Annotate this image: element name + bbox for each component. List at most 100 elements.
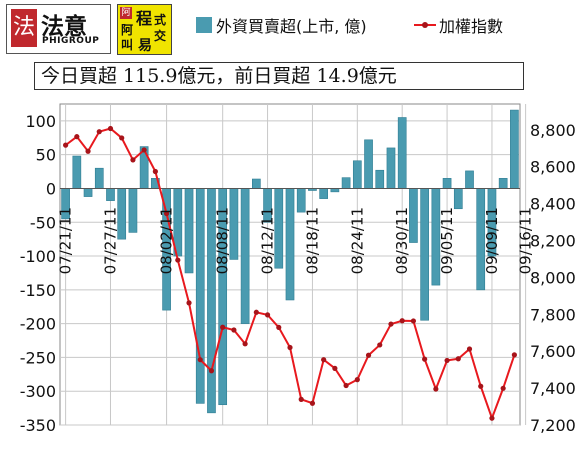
y2-axis-tick-label: 8,600 [530, 158, 576, 177]
bar [285, 188, 295, 301]
index-point [287, 344, 293, 351]
index-point [186, 300, 192, 306]
y-axis-tick-label: -350 [20, 416, 56, 435]
y-axis-tick-label: -100 [20, 247, 56, 266]
bar [341, 177, 351, 189]
bar [364, 139, 373, 189]
bar [72, 155, 82, 189]
y2-axis-tick-label: 8,800 [530, 121, 576, 140]
index-point [433, 386, 439, 392]
legend-label-bars: 外資買賣超(上市, 億) [216, 17, 367, 36]
y-axis-tick-label: -150 [20, 281, 56, 300]
index-point [152, 168, 158, 175]
y-axis-tick-label: 0 [46, 179, 56, 198]
index-point [511, 352, 517, 358]
y-axis-tick-label: -300 [20, 382, 56, 401]
bar [184, 188, 194, 274]
index-point [175, 257, 181, 263]
bar [498, 178, 508, 189]
y2-axis-tick-label: 7,600 [530, 342, 576, 361]
index-point [208, 368, 215, 374]
x-axis-tick-label: 07/27/11 [101, 207, 119, 274]
bar [397, 117, 407, 189]
bar [319, 188, 328, 199]
y-axis-tick-label: 50 [36, 146, 56, 165]
index-point [332, 365, 338, 371]
y2-axis-tick-label: 7,200 [530, 416, 576, 435]
index-point [141, 147, 147, 153]
brand-logo-subtext: PHIGROUP [42, 36, 100, 46]
x-axis-tick-label: 08/12/11 [259, 207, 277, 274]
index-point [298, 396, 304, 402]
legend-item-bars: 外資買賣超(上市, 億) [196, 13, 367, 37]
index-point [365, 352, 372, 358]
index-point [321, 357, 327, 363]
x-axis-tick-label: 09/05/11 [438, 207, 456, 274]
y2-axis-tick-label: 8,400 [530, 195, 576, 214]
legend-line-swatch [414, 17, 436, 33]
x-axis-tick-label: 07/21/11 [57, 207, 75, 274]
index-point [500, 385, 506, 391]
brand-logo-char: 交 [154, 29, 167, 43]
brand-logo-phigroup: 法 法意 PHIGROUP [6, 4, 111, 54]
legend-label-line: 加權指數 [439, 17, 504, 36]
bar [94, 167, 104, 189]
y2-axis-tick-label: 7,400 [530, 379, 576, 398]
index-point [276, 324, 282, 331]
index-point [388, 321, 394, 327]
index-point [377, 342, 383, 348]
bar [240, 188, 250, 324]
brand-logo-char: 易 [138, 38, 152, 54]
bar [420, 188, 429, 321]
brand-logo-char: 阿 [121, 23, 134, 37]
brand-logo-char: 叫 [121, 38, 134, 52]
x-axis-tick-label: 09/09/11 [483, 207, 501, 274]
index-point [231, 327, 237, 333]
brand-logo-char: 式 [154, 13, 167, 27]
legend-bar-swatch [196, 17, 212, 33]
index-point [466, 346, 473, 352]
index-point [422, 356, 428, 362]
bar [453, 188, 463, 210]
y-axis-tick-label: -50 [30, 213, 56, 232]
index-point [220, 324, 226, 330]
bar [252, 178, 261, 189]
index-point [309, 400, 316, 406]
index-point [399, 318, 405, 324]
y-axis-tick-label: -250 [20, 348, 56, 367]
y2-axis-tick-label: 8,200 [530, 232, 576, 251]
index-point [444, 357, 450, 364]
index-point [242, 341, 248, 347]
index-point [96, 129, 102, 135]
brand-logo-char: 程 [136, 9, 153, 28]
x-axis-tick-label: 08/30/11 [393, 207, 411, 274]
legend-item-line: 加權指數 [414, 13, 503, 37]
index-point [455, 356, 461, 362]
index-point [119, 135, 125, 141]
index-point [163, 210, 170, 217]
bar [195, 188, 205, 404]
headline-summary: 今日買超 115.9億元，前日買超 14.9億元 [34, 62, 524, 90]
brand-logo-name: 法意 [41, 14, 87, 40]
index-point [74, 134, 80, 140]
bar [442, 178, 452, 189]
bar [106, 188, 115, 201]
bar [330, 188, 340, 193]
index-point [197, 357, 203, 363]
index-point [264, 312, 271, 318]
x-axis-tick-label: 08/18/11 [303, 207, 321, 274]
bar [375, 169, 385, 189]
index-point [253, 309, 259, 315]
bar [465, 170, 474, 189]
index-point [130, 157, 136, 163]
brand-logo-bubble: 阿 [120, 7, 132, 19]
y-axis-tick-label: -200 [20, 315, 56, 334]
index-point [478, 383, 484, 389]
brand-logo-program-trading: 阿 程 式 阿 交 叫 易 [117, 4, 172, 55]
index-point [354, 377, 360, 383]
y2-axis-tick-label: 7,800 [530, 305, 576, 324]
brand-logo-seal: 法 [11, 9, 37, 47]
y-axis-tick-label: 100 [25, 112, 56, 131]
bar [83, 188, 93, 197]
